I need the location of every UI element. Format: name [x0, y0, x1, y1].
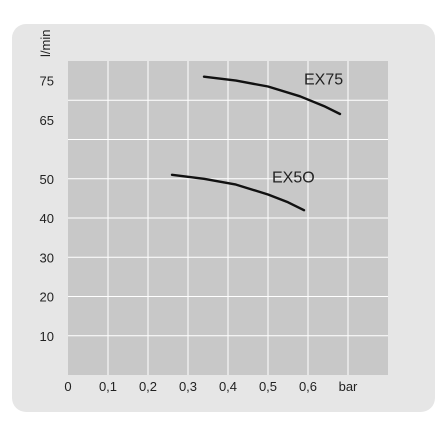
- y-tick-label: 65: [40, 113, 54, 128]
- y-axis-ticks: 10 20 30 40 50 65 75: [40, 74, 54, 344]
- y-axis-label: l/min: [38, 30, 53, 57]
- grid: [68, 61, 388, 375]
- x-tick-label: 0: [64, 379, 71, 394]
- x-axis-ticks: 0 0,1 0,2 0,3 0,4 0,5 0,6: [64, 379, 317, 394]
- y-tick-label: 75: [40, 74, 54, 89]
- series-label: EX75: [304, 71, 343, 88]
- series-label: EX5O: [272, 169, 315, 186]
- series-line: [202, 75, 342, 116]
- x-tick-label: 0,6: [299, 379, 317, 394]
- y-tick-label: 30: [40, 250, 54, 265]
- y-tick-label: 40: [40, 211, 54, 226]
- series-line: [170, 173, 306, 212]
- y-tick-label: 50: [40, 172, 54, 187]
- x-tick-label: 0,2: [139, 379, 157, 394]
- series-group: EX75 EX5O: [170, 71, 343, 212]
- y-tick-label: 20: [40, 290, 54, 305]
- x-axis-label: bar: [339, 379, 358, 394]
- y-tick-label: 10: [40, 329, 54, 344]
- x-tick-label: 0,4: [219, 379, 237, 394]
- x-tick-label: 0,1: [99, 379, 117, 394]
- x-tick-label: 0,3: [179, 379, 197, 394]
- x-tick-label: 0,5: [259, 379, 277, 394]
